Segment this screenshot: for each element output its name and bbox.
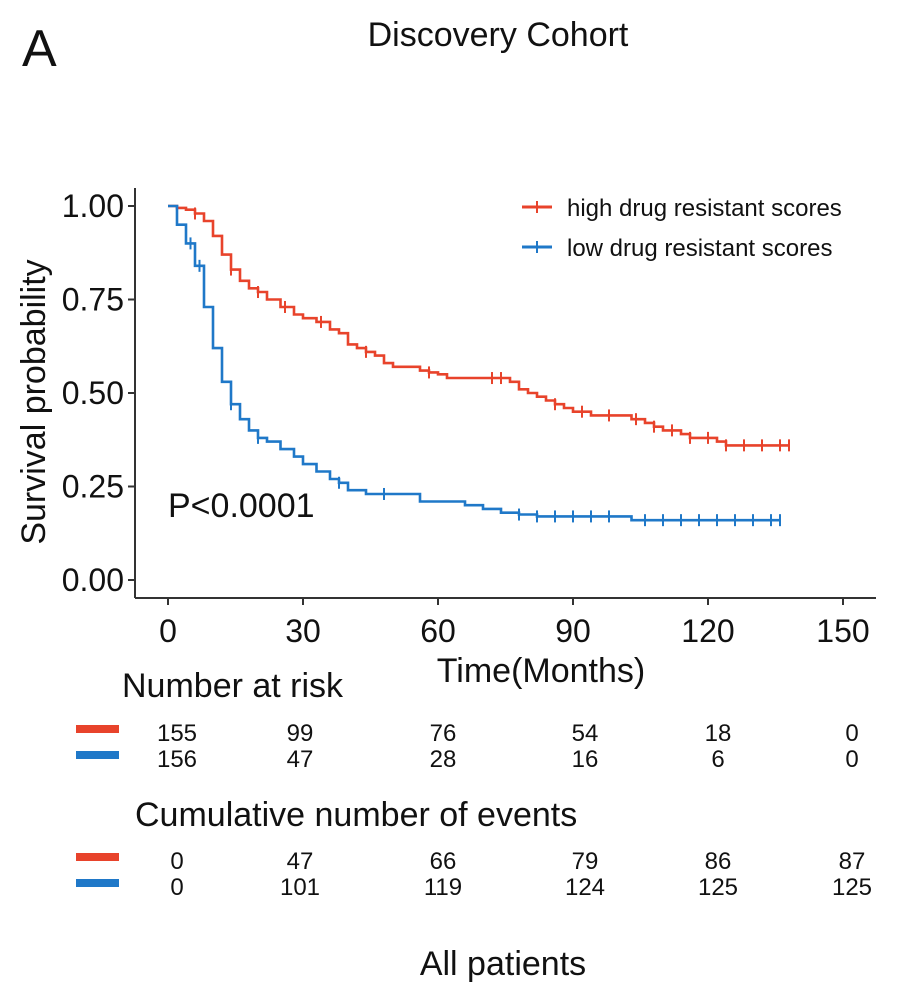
x-tick-label: 60 [420, 613, 456, 649]
table-cell: 47 [287, 746, 314, 773]
events-table-title: Cumulative number of events [135, 796, 577, 834]
legend: high drug resistant scores low drug resi… [522, 195, 842, 262]
y-tick-label: 0.00 [62, 562, 124, 598]
chart-title: Discovery Cohort [368, 16, 629, 54]
x-tick-label: 0 [159, 613, 177, 649]
table-cell: 125 [698, 874, 738, 901]
legend-label-low: low drug resistant scores [567, 235, 832, 262]
table-cell: 47 [287, 848, 314, 875]
legend-label-high: high drug resistant scores [567, 195, 842, 222]
table-cell: 18 [705, 720, 732, 747]
legend-key-low [522, 241, 552, 253]
y-ticks: 0.00 0.25 0.50 0.75 1.00 [62, 188, 135, 598]
table-cell: 79 [572, 848, 599, 875]
table-cell: 28 [430, 746, 457, 773]
table-cell: 0 [845, 720, 858, 747]
table-cell: 66 [430, 848, 457, 875]
x-tick-label: 150 [816, 613, 869, 649]
table-cell: 119 [424, 874, 462, 901]
table-cell: 0 [170, 848, 183, 875]
table-row-color-key [76, 853, 119, 861]
y-tick-label: 1.00 [62, 188, 124, 224]
x-tick-label: 30 [285, 613, 321, 649]
table-cell: 86 [705, 848, 732, 875]
table-cell: 87 [839, 848, 866, 875]
p-value-annotation: P<0.0001 [168, 487, 315, 525]
table-cell: 156 [157, 746, 197, 773]
risk-table: 155 99 76 54 18 0 156 47 28 16 6 0 [76, 720, 859, 773]
table-row-color-key [76, 879, 119, 887]
legend-key-high [522, 201, 552, 213]
table-cell: 125 [832, 874, 872, 901]
table-row-color-key [76, 725, 119, 733]
table-cell: 124 [565, 874, 605, 901]
risk-table-title: Number at risk [122, 667, 344, 705]
table-cell: 155 [157, 720, 197, 747]
y-axis-label: Survival probability [15, 259, 53, 544]
y-tick-label: 0.50 [62, 375, 124, 411]
y-tick-label: 0.75 [62, 282, 124, 318]
table-cell: 76 [430, 720, 457, 747]
table-cell: 0 [845, 746, 858, 773]
table-cell: 99 [287, 720, 314, 747]
survival-line-high [168, 204, 789, 447]
panel-label: A [22, 20, 57, 78]
table-cell: 0 [170, 874, 183, 901]
table-cell: 101 [280, 874, 320, 901]
table-row-color-key [76, 751, 119, 759]
x-tick-label: 90 [555, 613, 591, 649]
table-cell: 16 [572, 746, 599, 773]
x-axis-label: Time(Months) [437, 652, 645, 690]
y-tick-label: 0.25 [62, 469, 124, 505]
table-cell: 54 [572, 720, 599, 747]
survival-curves [168, 204, 790, 527]
table-cell: 6 [711, 746, 724, 773]
x-ticks: 0 30 60 90 120 150 [159, 598, 870, 649]
x-tick-label: 120 [681, 613, 734, 649]
events-table: 0 47 66 79 86 87 0 101 119 124 125 125 [76, 848, 872, 901]
figure-caption: All patients [420, 945, 586, 983]
